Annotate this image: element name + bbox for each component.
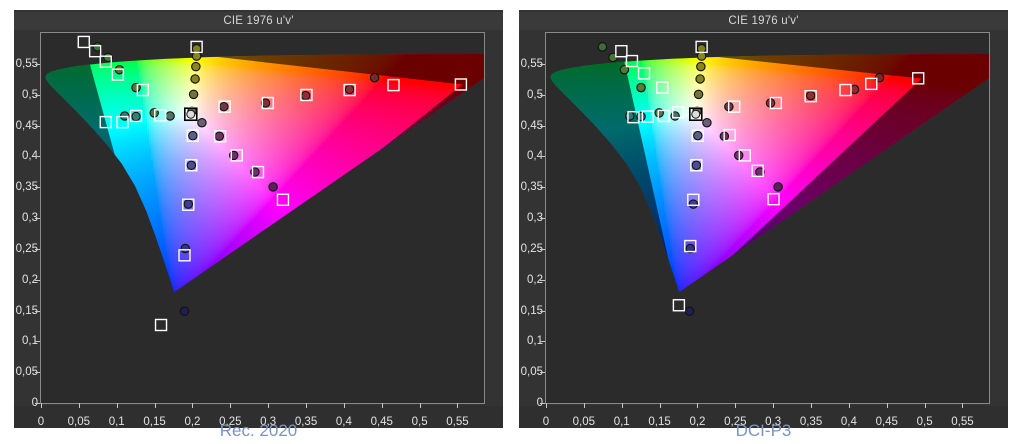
x-axis-tick-mark: [849, 403, 850, 408]
measured-point: [806, 91, 814, 99]
chart-panel-dcip3: CIE 1976 u'v' 00,050,10,150,20,250,30,35…: [519, 10, 1008, 420]
x-axis-tick-mark: [420, 403, 421, 408]
x-axis-tick-mark: [382, 403, 383, 408]
x-axis-tick-mark: [584, 403, 585, 408]
caption-dcip3: DCI-P3: [519, 420, 1008, 442]
plot-area-left[interactable]: [40, 32, 485, 404]
x-axis-tick-mark: [41, 403, 42, 408]
measured-point: [215, 132, 223, 140]
x-axis-tick-mark: [344, 403, 345, 408]
y-axis-tick-mark: [35, 280, 40, 281]
measured-point: [301, 91, 309, 99]
chart-title-right: CIE 1976 u'v': [519, 12, 1008, 30]
x-axis-tick-mark: [268, 403, 269, 408]
y-axis-tick-mark: [540, 187, 545, 188]
measured-point: [694, 131, 702, 139]
y-axis-tick-mark: [540, 156, 545, 157]
x-axis-tick-mark: [546, 403, 547, 408]
y-axis-tick-mark: [540, 218, 545, 219]
measured-point: [189, 131, 197, 139]
whitepoint-marker: [187, 110, 195, 118]
y-axis-tick-mark: [35, 218, 40, 219]
x-axis-tick-mark: [79, 403, 80, 408]
measured-point: [697, 62, 705, 70]
measured-point: [191, 75, 199, 83]
y-axis-tick-mark: [540, 95, 545, 96]
chromaticity-diagram: [546, 33, 989, 403]
measured-point: [198, 119, 206, 127]
x-axis-tick-mark: [230, 403, 231, 408]
y-axis-tick-mark: [540, 372, 545, 373]
x-axis-tick-mark: [117, 403, 118, 408]
measured-point: [184, 200, 192, 208]
measured-point: [370, 74, 378, 82]
measured-point: [685, 307, 693, 315]
whitepoint-marker: [692, 110, 700, 118]
measured-point: [637, 83, 645, 91]
measured-point: [187, 161, 195, 169]
chart-panel-rec2020: CIE 1976 u'v' 00,050,10,150,20,250,30,35…: [14, 10, 503, 420]
y-axis-tick-mark: [540, 341, 545, 342]
chromaticity-diagram: [41, 33, 484, 403]
x-axis-tick-mark: [887, 403, 888, 408]
x-axis-tick-mark: [962, 403, 963, 408]
y-axis-tick-mark: [35, 403, 40, 404]
y-axis-tick-mark: [540, 403, 545, 404]
measured-point: [189, 90, 197, 98]
measured-point: [269, 183, 277, 191]
x-axis-tick-mark: [306, 403, 307, 408]
measured-point: [774, 183, 782, 191]
x-axis-tick-mark: [697, 403, 698, 408]
x-axis-tick-mark: [925, 403, 926, 408]
x-axis-tick-mark: [660, 403, 661, 408]
measured-point: [181, 244, 189, 252]
x-axis-tick-mark: [457, 403, 458, 408]
y-axis-tick-mark: [540, 280, 545, 281]
measured-point: [345, 85, 353, 93]
measured-point: [192, 52, 200, 60]
y-axis-tick-mark: [540, 311, 545, 312]
caption-rec2020: Rec. 2020: [14, 420, 503, 442]
x-axis-tick-mark: [773, 403, 774, 408]
measured-point: [166, 112, 174, 120]
y-axis-tick-mark: [35, 126, 40, 127]
x-axis-tick-mark: [192, 403, 193, 408]
y-axis-tick-mark: [540, 126, 545, 127]
measured-point: [694, 90, 702, 98]
measured-point: [703, 119, 711, 127]
x-axis-tick-mark: [735, 403, 736, 408]
y-axis-tick-mark: [35, 372, 40, 373]
measured-point: [689, 200, 697, 208]
y-axis-tick-mark: [35, 311, 40, 312]
y-axis-tick-mark: [35, 249, 40, 250]
chart-title-left: CIE 1976 u'v': [14, 12, 503, 30]
y-axis-tick-mark: [35, 187, 40, 188]
measured-point: [692, 161, 700, 169]
measured-point: [637, 112, 645, 120]
y-axis-tick-mark: [35, 64, 40, 65]
measured-point: [192, 62, 200, 70]
x-axis-tick-mark: [811, 403, 812, 408]
measured-point: [696, 75, 704, 83]
measured-point: [625, 112, 633, 120]
measured-point: [132, 112, 140, 120]
x-axis-tick-mark: [155, 403, 156, 408]
measured-point: [697, 52, 705, 60]
x-axis-tick-mark: [622, 403, 623, 408]
measured-point: [180, 307, 188, 315]
y-axis-tick-mark: [35, 341, 40, 342]
plot-area-right[interactable]: [545, 32, 990, 404]
y-axis-tick-mark: [540, 249, 545, 250]
measured-point: [220, 102, 228, 110]
measured-point: [598, 43, 606, 51]
y-axis-tick-mark: [540, 64, 545, 65]
y-axis-tick-mark: [35, 156, 40, 157]
y-axis-tick-mark: [35, 95, 40, 96]
